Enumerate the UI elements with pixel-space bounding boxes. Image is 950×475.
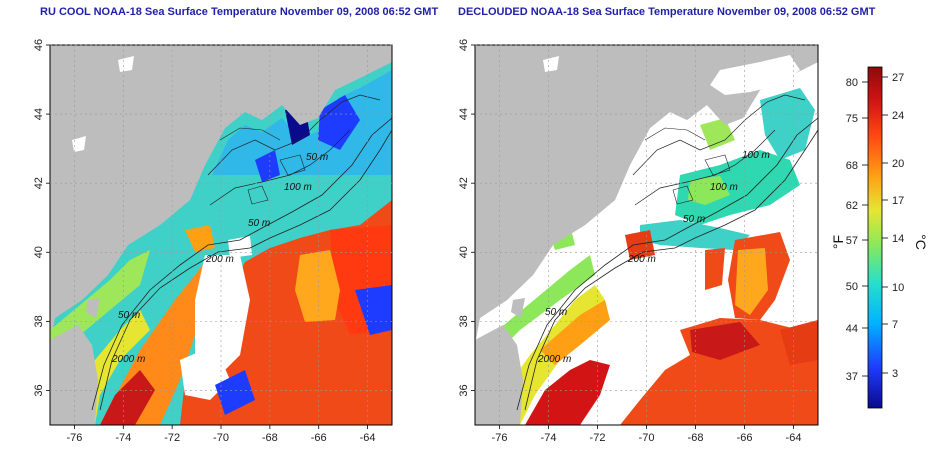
latitude-tick-label: 38 (458, 315, 470, 327)
celsius-tick-label: 14 (892, 233, 904, 245)
fahrenheit-tick-label: 75 (846, 113, 858, 125)
latitude-tick-label: 40 (33, 246, 45, 258)
celsius-tick-label: 7 (892, 319, 898, 331)
celsius-tick-label: 10 (892, 282, 904, 294)
left-map-title: RU COOL NOAA-18 Sea Surface Temperature … (40, 6, 439, 18)
longitude-tick-label: -76 (492, 432, 508, 444)
fahrenheit-label: °F (830, 235, 846, 249)
longitude-tick-label: -66 (737, 432, 753, 444)
celsius-tick-label: 27 (892, 72, 904, 84)
fahrenheit-tick-label: 44 (846, 323, 858, 335)
latitude-tick-label: 42 (33, 177, 45, 189)
latitude-tick-label: 44 (458, 108, 470, 120)
fahrenheit-tick-label: 50 (846, 281, 858, 293)
latitude-tick-label: 44 (33, 108, 45, 120)
celsius-tick-label: 20 (892, 158, 904, 170)
longitude-tick-label: -70 (639, 432, 655, 444)
colorbar: 80 75 68 62 57 50 44 37 27 24 20 17 14 10 7 3 °F °C (830, 66, 929, 409)
fahrenheit-tick-label: 80 (846, 77, 858, 89)
latitude-tick-label: 40 (458, 246, 470, 258)
latitude-tick-label: 38 (33, 315, 45, 327)
longitude-tick-label: -74 (541, 432, 557, 444)
celsius-label: °C (913, 234, 929, 250)
contour-label: 50 m (248, 218, 270, 229)
contour-label: 50 m (306, 152, 328, 163)
fahrenheit-tick-label: 57 (846, 235, 858, 247)
fahrenheit-tick-label: 37 (846, 371, 858, 383)
celsius-tick-label: 3 (892, 368, 898, 380)
contour-label: 200 m (627, 254, 656, 265)
longitude-tick-label: -74 (115, 432, 131, 444)
contour-label: 100 m (742, 150, 770, 161)
right-graticule: -76 -74 -72 -70 -68 -66 -64 46 44 42 40 38 36 (458, 39, 818, 444)
latitude-tick-label: 42 (458, 177, 470, 189)
fahrenheit-tick-label: 68 (846, 160, 858, 172)
contour-label: 50 m (118, 310, 140, 321)
celsius-tick-label: 24 (892, 110, 904, 122)
fahrenheit-tick-label: 62 (846, 200, 858, 212)
celsius-tick-label: 17 (892, 195, 904, 207)
longitude-tick-label: -68 (688, 432, 704, 444)
longitude-tick-label: -68 (262, 432, 278, 444)
left-graticule: -76 -74 -72 -70 -68 -66 -64 46 44 42 40 38 36 (33, 39, 392, 444)
colorbar-ramp (867, 66, 883, 409)
latitude-tick-label: 46 (458, 39, 470, 51)
longitude-tick-label: -72 (164, 432, 180, 444)
longitude-tick-label: -72 (590, 432, 606, 444)
longitude-tick-label: -76 (66, 432, 82, 444)
longitude-tick-label: -64 (360, 432, 376, 444)
right-map-title: DECLOUDED NOAA-18 Sea Surface Temperatur… (458, 6, 876, 18)
longitude-tick-label: -66 (311, 432, 327, 444)
contour-label: 2000 m (537, 354, 571, 365)
latitude-tick-label: 36 (458, 384, 470, 396)
contour-label: 50 m (683, 214, 705, 225)
longitude-tick-label: -64 (786, 432, 802, 444)
contour-label: 2000 m (111, 354, 145, 365)
contour-label: 50 m (545, 307, 567, 318)
latitude-tick-label: 36 (33, 384, 45, 396)
contour-label: 100 m (710, 182, 738, 193)
longitude-tick-label: -70 (213, 432, 229, 444)
contour-label: 100 m (284, 182, 312, 193)
contour-label: 200 m (205, 254, 234, 265)
latitude-tick-label: 46 (33, 39, 45, 51)
